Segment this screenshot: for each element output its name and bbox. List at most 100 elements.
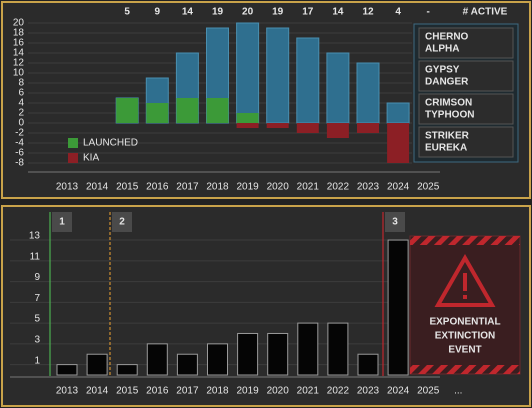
x-tick-label: 2017 <box>176 386 199 397</box>
value-label: 19 <box>212 7 224 18</box>
event-stripes <box>410 236 520 245</box>
y-tick-label: 7 <box>34 293 40 304</box>
bar <box>86 353 108 376</box>
jaeger-name: CRIMSON <box>425 98 472 109</box>
bar <box>357 353 379 376</box>
x-tick-label: 2018 <box>206 182 229 193</box>
y-tick-label: 10 <box>13 68 25 79</box>
bar <box>266 123 289 128</box>
value-label: 5 <box>124 7 130 18</box>
bar <box>176 98 199 123</box>
bar <box>356 62 380 124</box>
y-tick-label: 20 <box>13 18 25 29</box>
y-tick-label: 13 <box>29 231 41 242</box>
value-label: - <box>427 7 430 18</box>
x-tick-label: 2023 <box>357 386 380 397</box>
x-tick-label: 2020 <box>267 182 290 193</box>
x-tick-label: 2024 <box>387 182 410 193</box>
value-label: 19 <box>272 7 284 18</box>
y-tick-label: 4 <box>18 98 24 109</box>
bar <box>297 322 319 376</box>
y-tick-label: 6 <box>18 88 24 99</box>
y-tick-label: -8 <box>15 158 24 169</box>
y-tick-label: 0 <box>18 118 24 129</box>
y-tick-label: -6 <box>15 148 24 159</box>
bar <box>326 123 349 138</box>
warning-icon <box>434 253 496 307</box>
bar <box>236 22 260 124</box>
value-label: 9 <box>155 7 161 18</box>
marker-label: 2 <box>119 217 125 228</box>
x-tick-label: 2013 <box>56 386 79 397</box>
jaeger-box <box>418 27 514 59</box>
active-header: # ACTIVE <box>463 7 508 18</box>
y-tick-label: 2 <box>18 108 24 119</box>
x-tick-label: 2025 <box>417 182 440 193</box>
y-tick-label: 11 <box>30 251 41 262</box>
y-tick-label: 1 <box>34 355 40 366</box>
y-tick-label: 16 <box>13 38 25 49</box>
x-tick-label: 2024 <box>387 386 410 397</box>
marker-label: 1 <box>59 217 65 228</box>
x-tick-label: 2022 <box>327 182 350 193</box>
x-tick-label: 2022 <box>327 386 350 397</box>
bar <box>296 123 319 133</box>
bar <box>176 353 198 376</box>
x-tick-label: 2023 <box>357 182 380 193</box>
bar <box>296 37 320 124</box>
legend-swatch <box>68 153 78 163</box>
y-tick-label: 14 <box>13 48 25 59</box>
jaeger-box <box>418 126 514 158</box>
x-tick-label: 2019 <box>236 386 259 397</box>
event-label: EVENT <box>448 345 481 356</box>
warning-bar <box>463 273 467 291</box>
bar <box>116 364 138 376</box>
value-label: 20 <box>242 7 254 18</box>
x-tick-label: 2019 <box>236 182 259 193</box>
bar <box>207 343 228 376</box>
event-label: EXTINCTION <box>435 331 496 342</box>
y-tick-label: -4 <box>15 138 24 149</box>
x-tick-label: 2021 <box>297 386 320 397</box>
event-stripes <box>410 365 520 374</box>
value-label: 4 <box>395 7 401 18</box>
x-tick-label: 2018 <box>206 386 229 397</box>
marker-box <box>52 212 72 232</box>
x-tick-label: 2014 <box>86 182 109 193</box>
bar <box>267 332 289 376</box>
y-tick-label: 9 <box>34 272 40 283</box>
legend-label: LAUNCHED <box>83 138 138 149</box>
value-label: 14 <box>332 7 344 18</box>
bar <box>387 239 409 376</box>
bar <box>116 98 139 123</box>
bar <box>357 123 379 133</box>
jaeger-name: DANGER <box>425 77 469 88</box>
bar <box>326 52 350 124</box>
legend-swatch <box>68 138 78 148</box>
x-tick-label: 2017 <box>176 182 199 193</box>
bar <box>236 113 259 123</box>
bar <box>56 364 78 376</box>
y-tick-label: -2 <box>15 128 24 139</box>
jaeger-box <box>418 93 514 125</box>
jaeger-name: CHERNO <box>425 32 469 43</box>
x-tick-label: 2016 <box>146 182 169 193</box>
x-tick-label: 2014 <box>86 386 109 397</box>
jaeger-name: TYPHOON <box>425 110 474 121</box>
bar <box>266 27 290 124</box>
legend-label: KIA <box>83 153 99 164</box>
y-tick-label: 5 <box>34 314 40 325</box>
value-label: 12 <box>362 7 374 18</box>
x-tick-label: ... <box>454 386 462 397</box>
jaeger-name: EUREKA <box>425 143 467 154</box>
marker-box <box>112 212 132 232</box>
warning-dot <box>463 295 467 299</box>
bar <box>146 103 169 123</box>
marker-box <box>385 212 405 232</box>
y-tick-label: 3 <box>34 335 40 346</box>
jaeger-box <box>418 60 514 92</box>
bar <box>386 102 410 124</box>
y-tick-label: 12 <box>13 58 25 69</box>
x-tick-label: 2013 <box>56 182 79 193</box>
